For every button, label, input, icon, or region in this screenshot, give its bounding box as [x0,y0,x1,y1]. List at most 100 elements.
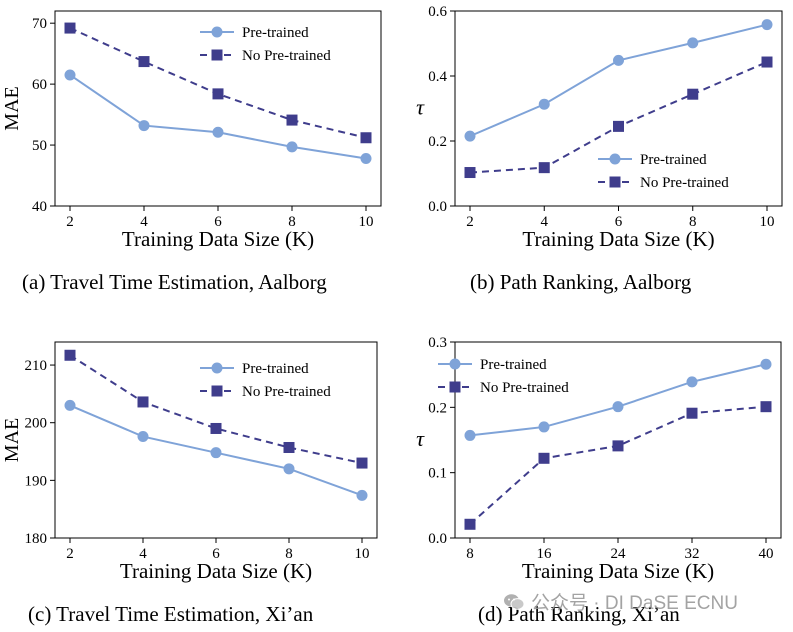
pretrained-point [286,141,298,153]
pretrained-line [69,74,367,160]
legend-label-no-pretrained: No Pre-trained [480,380,569,396]
pretrained-line [469,23,768,138]
y-tick-label: 180 [25,531,48,547]
x-axis-label: Training Data Size (K) [522,559,714,583]
x-tick-label: 8 [466,546,474,562]
pretrained-point [138,120,150,132]
pretrained-point [64,399,76,411]
legend-marker-pretrained [609,153,621,165]
x-tick-label: 6 [214,214,222,230]
pretrained-point [538,421,550,433]
pretrained-point [283,463,295,475]
chart-a: 40 50 60 70 2 4 6 8 10 Training Data Size (K) MAE P… [1,10,382,251]
chart-c-plot: 180 190 200 210 2 4 6 8 10 Training Data Size (K)… [1,341,378,583]
y-tick-label: 0.0 [428,199,447,215]
no-pretrained-point [64,349,76,361]
caption-a: (a) Travel Time Estimation, Aalborg [22,270,327,294]
y-tick-label: 70 [32,16,47,32]
pretrained-point [613,54,624,66]
pretrained-point [538,98,550,110]
x-tick-label: 6 [212,546,220,562]
legend-label-no-pretrained: No Pre-trained [640,175,729,191]
no-pretrained-point [137,396,149,408]
no-pretrained-point [464,518,476,530]
pretrained-point [356,489,368,501]
no-pretrained-point [210,422,222,434]
pretrained-point [212,126,224,138]
x-tick-label: 10 [355,546,370,562]
no-pretrained-point [538,162,550,174]
no-pretrained-point [612,440,624,452]
legend-label-pretrained: Pre-trained [480,357,547,373]
x-tick-label: 16 [537,546,553,562]
no-pretrained-point [212,88,224,100]
x-tick-label: 32 [685,546,700,562]
legend-label-no-pretrained: No Pre-trained [242,384,331,400]
x-tick-label: 24 [611,546,627,562]
no-pretrained-point [760,401,772,413]
y-tick-label: 0.4 [428,69,447,85]
chart-d-plot: 0.0 0.1 0.2 0.3 8 16 24 32 40 Training Data Size … [416,335,782,583]
x-tick-label: 8 [285,546,293,562]
chart-b-plot: 0.0 0.2 0.4 0.6 2 4 6 8 10 Training Data Size (K)… [416,4,783,251]
pretrained-line [469,363,767,437]
no-pretrained-point [360,132,372,144]
legend: Pre-trained No Pre-trained [200,25,331,64]
pretrained-point [761,19,773,31]
x-tick-label: 2 [66,214,74,230]
no-pretrained-point [687,88,699,100]
y-tick-label: 0.2 [428,400,447,416]
x-tick-label: 4 [541,214,549,230]
no-pretrained-point [356,457,368,469]
y-tick-label: 0.6 [428,4,447,20]
no-pretrained-point [464,167,476,179]
watermark-text: 公众号 · DI DaSE ECNU [531,593,738,614]
no-pretrained-line [69,354,363,465]
legend-label-no-pretrained: No Pre-trained [242,48,331,64]
no-pretrained-point [283,441,295,453]
no-pretrained-point [686,407,698,419]
y-axis-label: MAE [1,418,23,462]
pretrained-point [137,431,149,443]
x-tick-label: 2 [66,546,74,562]
x-tick-label: 4 [139,546,147,562]
no-pretrained-point [286,114,298,126]
pretrained-point [760,358,772,370]
pretrained-point [464,429,476,441]
x-tick-label: 8 [288,214,296,230]
x-tick-label: 40 [759,546,774,562]
x-tick-label: 8 [689,214,697,230]
y-tick-label: 0.1 [428,466,447,482]
x-axis-label: Training Data Size (K) [120,559,312,583]
no-pretrained-line [69,27,367,139]
legend-label-pretrained: Pre-trained [242,25,309,41]
legend-marker-no-pretrained [211,385,223,397]
no-pretrained-point [613,120,624,132]
wechat-icon [504,593,525,610]
y-axis-label: MAE [1,86,23,130]
legend-marker-no-pretrained [449,381,461,393]
plot-frame [54,10,382,207]
legend-marker-pretrained [211,26,223,38]
y-tick-label: 190 [25,473,48,489]
legend-marker-pretrained [211,362,223,374]
legend-label-pretrained: Pre-trained [640,152,707,168]
y-tick-label: 200 [25,416,48,432]
y-tick-label: 210 [25,358,48,374]
x-axis-label: Training Data Size (K) [122,227,314,251]
legend-marker-no-pretrained [211,49,223,61]
y-tick-label: 0.0 [428,531,447,547]
caption-b: (b) Path Ranking, Aalborg [470,270,692,294]
y-tick-label: 0.2 [428,134,447,150]
legend-label-pretrained: Pre-trained [242,361,309,377]
watermark: 公众号 · DI DaSE ECNU [503,588,738,615]
no-pretrained-point [538,452,550,464]
y-tick-label: 0.3 [428,335,447,351]
y-axis-label: τ [416,426,425,451]
chart-d: 0.0 0.1 0.2 0.3 8 16 24 32 40 Training Data Size … [416,335,782,583]
y-tick-label: 50 [32,138,47,154]
legend-marker-no-pretrained [609,176,621,188]
chart-a-plot: 40 50 60 70 2 4 6 8 10 Training Data Size (K) MAE P… [1,10,382,251]
pretrained-point [612,401,624,413]
x-tick-label: 10 [359,214,374,230]
